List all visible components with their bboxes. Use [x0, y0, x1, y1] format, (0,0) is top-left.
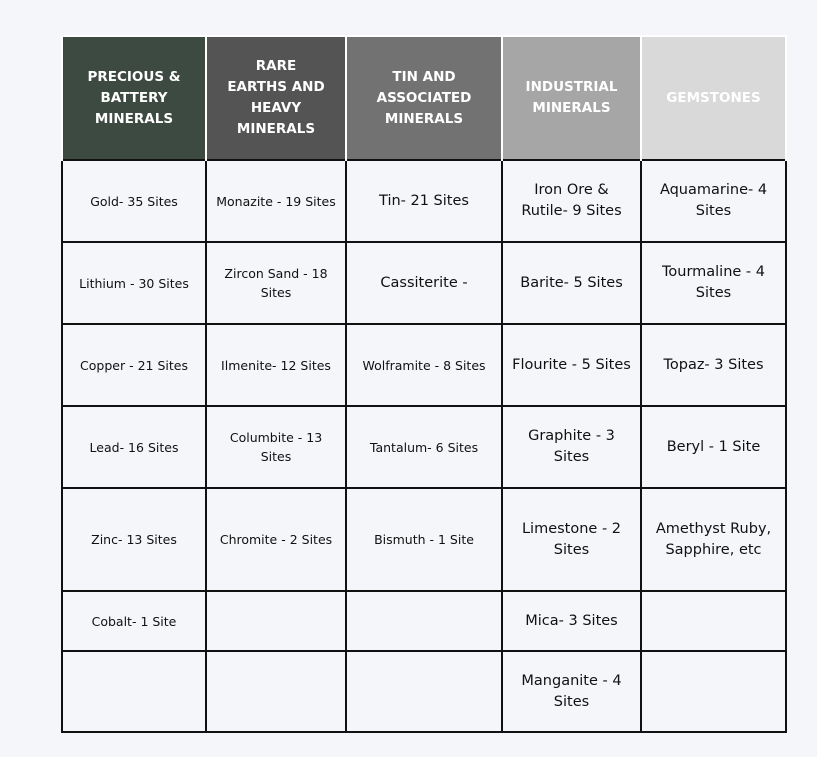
table-cell: Monazite - 19 Sites — [205, 159, 347, 243]
table-row: Gold- 35 Sites Monazite - 19 Sites Tin- 21… — [61, 159, 787, 243]
table-cell: Iron Ore & Rutile- 9 Sites — [501, 159, 642, 243]
table-cell: Cassiterite - — [345, 241, 503, 325]
table-cell: Copper - 21 Sites — [61, 323, 207, 407]
table-cell: Zinc- 13 Sites — [61, 487, 207, 592]
table-cell — [61, 650, 207, 733]
table-cell: Flourite - 5 Sites — [501, 323, 642, 407]
table-cell — [640, 590, 787, 652]
table-row: Cobalt- 1 Site Mica- 3 Sites — [61, 590, 787, 652]
table-cell — [640, 650, 787, 733]
column-header: INDUSTRIAL MINERALS — [501, 35, 642, 160]
table-cell: Tantalum- 6 Sites — [345, 405, 503, 489]
table-cell: Aquamarine- 4 Sites — [640, 159, 787, 243]
column-header: GEMSTONES — [640, 35, 787, 160]
header-row: PRECIOUS & BATTERY MINERALS RARE EARTHS A… — [61, 35, 787, 160]
table-cell: Chromite - 2 Sites — [205, 487, 347, 592]
column-header: PRECIOUS & BATTERY MINERALS — [61, 35, 207, 160]
table-cell: Tourmaline - 4 Sites — [640, 241, 787, 325]
table-cell: Mica- 3 Sites — [501, 590, 642, 652]
table-cell: Gold- 35 Sites — [61, 159, 207, 243]
table-cell: Cobalt- 1 Site — [61, 590, 207, 652]
table-cell: Lead- 16 Sites — [61, 405, 207, 489]
table-cell: Topaz- 3 Sites — [640, 323, 787, 407]
table-cell: Tin- 21 Sites — [345, 159, 503, 243]
table-cell: Wolframite - 8 Sites — [345, 323, 503, 407]
table-row: Lithium - 30 Sites Zircon Sand - 18 Sites… — [61, 241, 787, 325]
table-cell: Limestone - 2 Sites — [501, 487, 642, 592]
table-cell: Columbite - 13 Sites — [205, 405, 347, 489]
table-cell: Beryl - 1 Site — [640, 405, 787, 489]
table-cell: Zircon Sand - 18 Sites — [205, 241, 347, 325]
table-cell: Lithium - 30 Sites — [61, 241, 207, 325]
column-header-label: GEMSTONES — [666, 89, 761, 106]
table-cell: Bismuth - 1 Site — [345, 487, 503, 592]
column-header-label: PRECIOUS & BATTERY MINERALS — [87, 68, 181, 127]
column-header: TIN AND ASSOCIATED MINERALS — [345, 35, 503, 160]
table-cell — [205, 650, 347, 733]
table-cell: Amethyst Ruby, Sapphire, etc — [640, 487, 787, 592]
table-cell: Barite- 5 Sites — [501, 241, 642, 325]
table-cell — [345, 590, 503, 652]
column-header-label: INDUSTRIAL MINERALS — [525, 79, 618, 116]
table-cell — [205, 590, 347, 652]
table-cell: Graphite - 3 Sites — [501, 405, 642, 489]
table-row: Zinc- 13 Sites Chromite - 2 Sites Bismuth … — [61, 487, 787, 592]
minerals-table: PRECIOUS & BATTERY MINERALS RARE EARTHS A… — [61, 35, 787, 733]
table-row: Lead- 16 Sites Columbite - 13 Sites Tantal… — [61, 405, 787, 489]
column-header-label: TIN AND ASSOCIATED MINERALS — [376, 68, 472, 127]
column-header-label: RARE EARTHS AND HEAVY MINERALS — [227, 58, 325, 137]
table-row: Copper - 21 Sites Ilmenite- 12 Sites Wolfr… — [61, 323, 787, 407]
column-header: RARE EARTHS AND HEAVY MINERALS — [205, 35, 347, 160]
table-cell — [345, 650, 503, 733]
table-row: Manganite - 4 Sites — [61, 650, 787, 733]
table-cell: Ilmenite- 12 Sites — [205, 323, 347, 407]
table-cell: Manganite - 4 Sites — [501, 650, 642, 733]
